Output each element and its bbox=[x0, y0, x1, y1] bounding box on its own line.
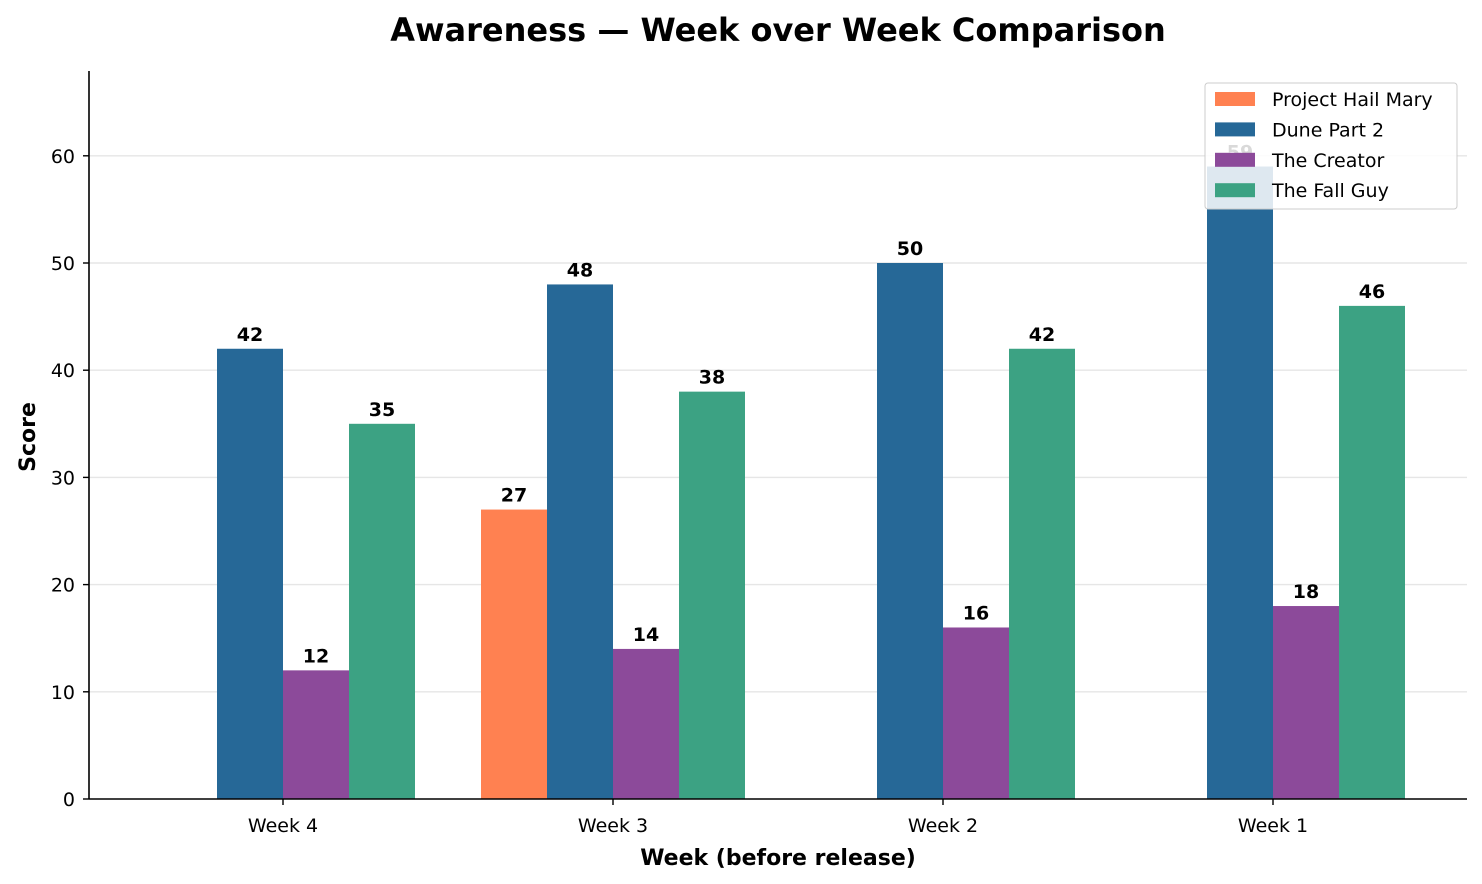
y-tick-label: 40 bbox=[51, 360, 75, 382]
bar-value-label: 18 bbox=[1293, 581, 1319, 603]
legend-swatch bbox=[1215, 152, 1255, 167]
y-ticks-group: 0 10 20 30 40 50 60 bbox=[51, 146, 89, 811]
y-tick-label: 60 bbox=[51, 146, 75, 168]
bar bbox=[679, 391, 745, 799]
chart-title: Awareness — Week over Week Comparison bbox=[390, 11, 1166, 49]
x-tick-label: Week 2 bbox=[908, 815, 978, 837]
x-tick-label: Week 3 bbox=[578, 815, 648, 837]
bar bbox=[877, 263, 943, 799]
legend-label: Dune Part 2 bbox=[1272, 119, 1384, 141]
x-axis-label: Week (before release) bbox=[640, 846, 916, 871]
bar-value-label: 42 bbox=[237, 324, 263, 346]
legend-swatch bbox=[1215, 183, 1255, 198]
bar bbox=[1207, 166, 1273, 799]
bar bbox=[613, 648, 679, 799]
bar bbox=[1273, 606, 1339, 799]
bar-value-label: 42 bbox=[1029, 324, 1055, 346]
legend-label: Project Hail Mary bbox=[1272, 89, 1433, 111]
y-axis-label: Score bbox=[16, 402, 41, 472]
legend-swatch bbox=[1215, 122, 1255, 137]
bars-group bbox=[217, 166, 1405, 799]
bar bbox=[547, 284, 613, 799]
legend-label: The Fall Guy bbox=[1271, 180, 1389, 202]
legend: Project Hail Mary Dune Part 2 The Creator T… bbox=[1204, 82, 1458, 210]
x-tick-label: Week 4 bbox=[248, 815, 318, 837]
bar-value-label: 46 bbox=[1359, 281, 1385, 303]
bar-value-label: 48 bbox=[567, 259, 593, 281]
legend-swatch bbox=[1215, 92, 1255, 106]
bar bbox=[1009, 348, 1075, 799]
x-tick-label: Week 1 bbox=[1238, 815, 1308, 837]
bar-value-label: 12 bbox=[303, 645, 329, 667]
bar-value-label: 16 bbox=[963, 602, 989, 624]
legend-box bbox=[1204, 82, 1458, 210]
y-tick-label: 30 bbox=[51, 467, 75, 489]
y-tick-label: 10 bbox=[51, 682, 75, 704]
bar-value-label: 14 bbox=[633, 624, 659, 646]
bar bbox=[283, 670, 349, 799]
bar-value-label: 35 bbox=[369, 399, 395, 421]
bar bbox=[349, 423, 415, 799]
bar-value-label: 50 bbox=[897, 238, 923, 260]
bar bbox=[943, 627, 1009, 799]
y-tick-label: 50 bbox=[51, 253, 75, 275]
bar-value-label: 38 bbox=[699, 367, 725, 389]
bar bbox=[217, 348, 283, 799]
bar bbox=[481, 509, 547, 799]
legend-label: The Creator bbox=[1271, 150, 1384, 172]
x-ticks-group: Week 4 Week 3 Week 2 Week 1 bbox=[248, 799, 1308, 837]
bar-value-label: 27 bbox=[501, 485, 527, 507]
axes-group bbox=[88, 71, 1467, 800]
y-tick-label: 0 bbox=[63, 789, 75, 811]
y-tick-label: 20 bbox=[51, 575, 75, 597]
bar bbox=[1339, 305, 1405, 799]
